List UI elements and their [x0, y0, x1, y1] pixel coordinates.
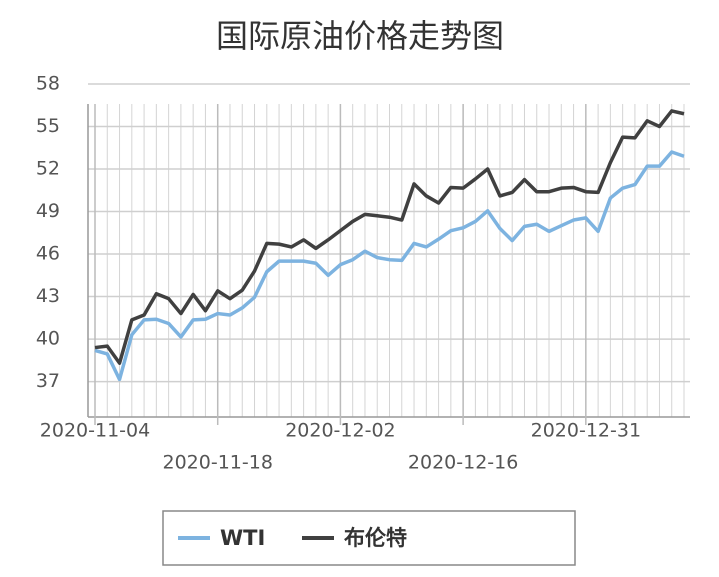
y-tick-label: 52	[36, 158, 60, 180]
series-line	[94, 109, 685, 365]
legend-box	[162, 510, 576, 566]
y-tick-label: 55	[36, 115, 60, 137]
series-line	[94, 150, 685, 382]
chart-title: 国际原油价格走势图	[216, 17, 504, 55]
y-tick-label: 46	[36, 243, 60, 265]
x-tick-label: 2020-12-31	[531, 420, 641, 442]
y-tick-label: 37	[36, 370, 60, 392]
y-tick-label: 58	[36, 73, 60, 95]
legend-label: WTI	[220, 526, 265, 550]
y-tick-label: 49	[36, 200, 60, 222]
y-tick-label: 43	[36, 285, 60, 307]
y-tick-label: 40	[36, 328, 60, 350]
x-tick-label: 2020-11-18	[162, 452, 272, 474]
x-tick-label: 2020-12-16	[408, 452, 518, 474]
legend-label: 布伦特	[344, 526, 407, 550]
x-tick-label: 2020-11-04	[40, 420, 150, 442]
x-tick-label: 2020-12-02	[285, 420, 395, 442]
